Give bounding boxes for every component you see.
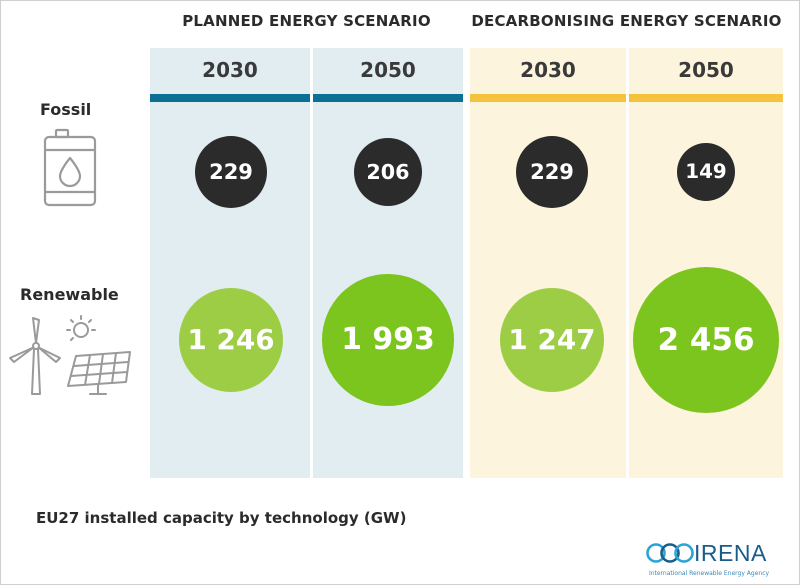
column-bg-decarbonising-2030 bbox=[470, 48, 626, 478]
year-header-planned-2030: 2030 bbox=[202, 58, 258, 82]
irena-logo-text: IRENA bbox=[694, 540, 767, 566]
bubble-value-label: 229 bbox=[530, 160, 574, 184]
bubble-value-label: 206 bbox=[366, 159, 410, 184]
column-bg-planned-2030 bbox=[150, 48, 310, 478]
year-header-decarbonising-2030: 2030 bbox=[520, 58, 576, 82]
accent-bar-decarbonising-2030 bbox=[470, 94, 626, 102]
year-header-planned-2050: 2050 bbox=[360, 58, 416, 82]
wind-turbine-solar-panel-icon bbox=[9, 315, 131, 395]
bubble-value-label: 229 bbox=[209, 160, 253, 184]
bubble-fossil-planned-2050: 206 bbox=[353, 137, 423, 207]
irena-globe-logo-icon bbox=[646, 543, 694, 563]
bubble-fossil-decarbonising-2030: 229 bbox=[516, 136, 588, 208]
bubble-fossil-decarbonising-2050: 149 bbox=[676, 142, 736, 202]
scenario-title-decarbonising: DECARBONISING ENERGY SCENARIO bbox=[471, 12, 782, 30]
accent-bar-decarbonising-2050 bbox=[629, 94, 783, 102]
chart-caption: EU27 installed capacity by technology (G… bbox=[36, 509, 407, 527]
bubble-value-label: 1 246 bbox=[187, 323, 275, 357]
bubble-renewable-planned-2030: 1 246 bbox=[179, 288, 283, 392]
year-header-decarbonising-2050: 2050 bbox=[678, 58, 734, 82]
bubble-renewable-planned-2050: 1 993 bbox=[322, 274, 454, 406]
bubble-renewable-decarbonising-2030: 1 247 bbox=[499, 287, 604, 392]
column-bg-decarbonising-2050 bbox=[629, 48, 783, 478]
row-label-renewable: Renewable bbox=[20, 285, 119, 304]
bubble-fossil-planned-2030: 229 bbox=[195, 136, 267, 208]
bubble-value-label: 2 456 bbox=[657, 322, 755, 358]
column-bg-planned-2050 bbox=[313, 48, 463, 478]
bubble-value-label: 149 bbox=[685, 160, 727, 184]
bubble-value-label: 1 247 bbox=[508, 323, 596, 357]
accent-bar-planned-2030 bbox=[150, 94, 310, 102]
irena-logo-subtitle: International Renewable Energy Agency bbox=[648, 570, 770, 577]
row-label-fossil: Fossil bbox=[40, 100, 92, 119]
bubble-renewable-decarbonising-2050: 2 456 bbox=[633, 267, 779, 413]
accent-bar-planned-2050 bbox=[313, 94, 463, 102]
oil-barrel-icon bbox=[43, 128, 97, 207]
scenario-title-planned: PLANNED ENERGY SCENARIO bbox=[182, 12, 431, 30]
bubble-value-label: 1 993 bbox=[341, 322, 435, 358]
